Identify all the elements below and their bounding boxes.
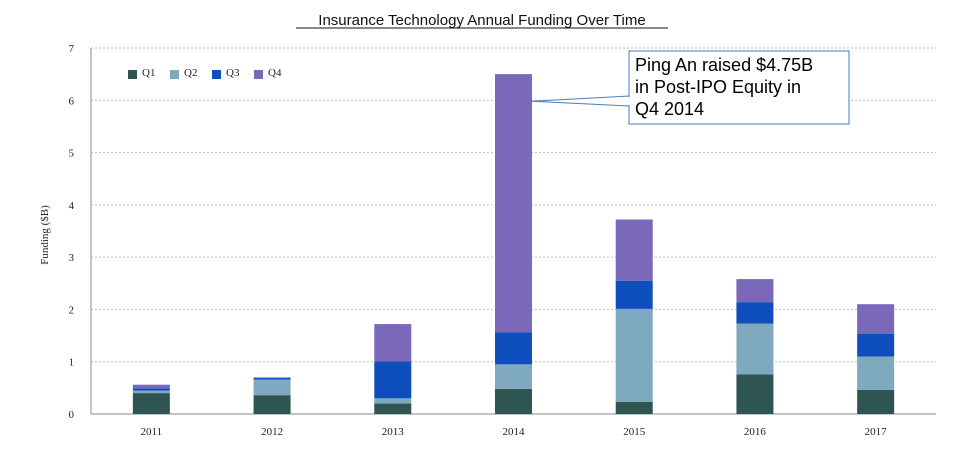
- x-tick-label: 2014: [503, 426, 526, 438]
- bar-2014-Q4: [495, 74, 532, 333]
- y-tick-label: 5: [69, 148, 75, 160]
- bar-2013-Q1: [374, 403, 412, 414]
- x-tick-label: 2013: [382, 426, 405, 438]
- legend-swatch: [128, 70, 137, 79]
- bar-2012-Q2: [253, 379, 291, 396]
- legend-swatch: [254, 70, 263, 79]
- bar-2016-Q1: [736, 374, 774, 414]
- callout-text-line: in Post-IPO Equity in: [635, 77, 801, 97]
- callout-box: [628, 50, 850, 125]
- bar-2017-Q4: [857, 304, 895, 335]
- bar-2017-Q3: [857, 334, 895, 357]
- callout-pointer: [531, 95, 630, 107]
- bar-2014-Q1: [495, 388, 532, 414]
- bar-2017-Q1: [857, 389, 895, 414]
- bar-2012-Q1: [253, 395, 291, 414]
- y-tick-label: 0: [69, 409, 75, 421]
- bar-2011-Q3: [132, 388, 170, 391]
- bar-2013-Q3: [374, 361, 412, 399]
- bar-2012-Q3: [253, 377, 291, 380]
- x-tick-label: 2016: [744, 426, 767, 438]
- y-tick-label: 7: [69, 43, 75, 55]
- gridlines: [91, 47, 936, 363]
- bar-2015-Q2: [615, 308, 653, 402]
- bar-2014-Q2: [495, 364, 532, 389]
- bar-2015-Q3: [615, 280, 653, 309]
- bar-2016-Q4: [736, 279, 774, 303]
- bar-2012-Q4: [253, 377, 291, 378]
- bar-2011-Q2: [132, 390, 170, 394]
- y-axis-label: Funding ($B): [39, 205, 51, 265]
- legend-label: Q1: [142, 67, 155, 79]
- bar-2014-Q3: [495, 332, 532, 365]
- y-tick-label: 1: [69, 357, 75, 369]
- bar-2011-Q1: [132, 393, 170, 414]
- y-tick-label: 6: [69, 95, 75, 107]
- x-tick-label: 2015: [623, 426, 646, 438]
- bars: [132, 74, 895, 414]
- y-tick-label: 2: [69, 304, 75, 316]
- chart-title: Insurance Technology Annual Funding Over…: [318, 12, 645, 29]
- legend-label: Q3: [226, 67, 240, 79]
- bar-2011-Q4: [132, 384, 170, 389]
- bar-2013-Q2: [374, 398, 412, 404]
- y-tick-label: 4: [69, 200, 75, 212]
- bar-2013-Q4: [374, 324, 412, 362]
- legend-swatch: [170, 70, 179, 79]
- y-tick-label: 3: [69, 252, 75, 264]
- bar-2015-Q1: [615, 401, 653, 414]
- legend-label: Q4: [268, 67, 282, 79]
- y-axis-ticks: 0 1 2 3 4 5 6 7: [69, 43, 75, 421]
- bar-2015-Q4: [615, 219, 653, 281]
- x-tick-label: 2012: [261, 426, 283, 438]
- callout-text-line: Ping An raised $4.75B: [635, 55, 813, 75]
- bar-2017-Q2: [857, 356, 895, 390]
- x-tick-label: 2017: [865, 426, 888, 438]
- legend-swatch: [212, 70, 221, 79]
- legend: Q1 Q2 Q3 Q4: [128, 67, 282, 79]
- bar-2016-Q2: [736, 323, 774, 375]
- bar-2016-Q3: [736, 302, 774, 324]
- callout-joint: [628, 97, 630, 105]
- x-axis-ticks: 2011 2012 2013 2014 2015 2016 2017: [141, 426, 888, 438]
- x-tick-label: 2011: [141, 426, 163, 438]
- callout-text-line: Q4 2014: [635, 99, 704, 119]
- legend-label: Q2: [184, 67, 197, 79]
